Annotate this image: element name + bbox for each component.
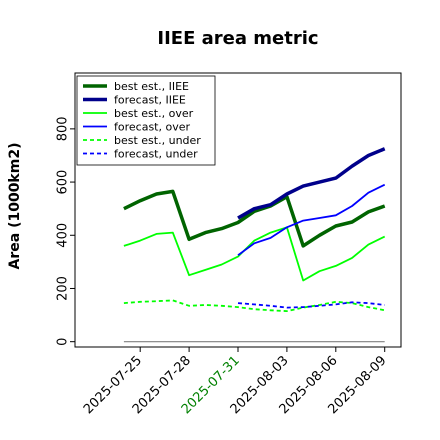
series-line-0 <box>123 189 386 248</box>
legend-label-3: forecast, over <box>114 121 190 134</box>
legend-label-2: best est., over <box>114 107 194 120</box>
y-tick-label-3: 600 <box>56 170 71 195</box>
series-line-5 <box>237 301 385 309</box>
legend-label-4: best est., under <box>114 134 201 147</box>
chart-title: IIEE area metric <box>157 28 318 49</box>
y-tick-label-1: 200 <box>56 276 71 301</box>
y-axis-label: Area (1000km2) <box>7 143 23 270</box>
legend-label-0: best est., IIEE <box>114 80 189 93</box>
y-tick-label-4: 800 <box>56 116 71 141</box>
legend-box <box>76 75 216 166</box>
y-tick-label-0: 0 <box>56 338 71 346</box>
legend-label-1: forecast, IIEE <box>114 94 186 107</box>
series-line-2 <box>123 226 386 282</box>
series-layer <box>123 147 386 343</box>
series-line-3 <box>237 183 386 256</box>
series-line-1 <box>237 147 386 220</box>
legend-label-5: forecast, under <box>114 148 198 161</box>
y-tick-label-2: 400 <box>56 223 71 248</box>
series-line-4 <box>123 299 385 313</box>
